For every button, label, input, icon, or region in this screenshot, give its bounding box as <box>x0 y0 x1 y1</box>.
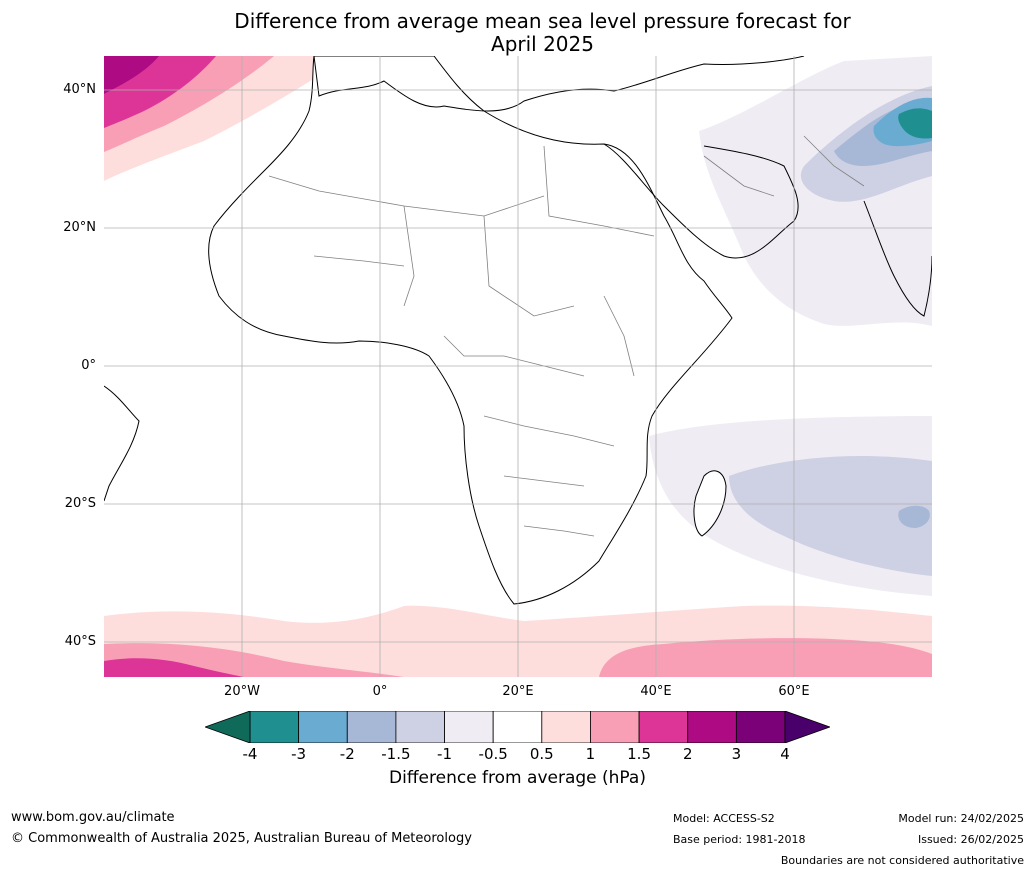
colorbar-cell <box>395 711 445 743</box>
country-borders <box>268 135 865 537</box>
colorbar-tick-label: -3 <box>291 745 307 763</box>
madagascar <box>693 470 727 537</box>
footer-disclaimer: Boundaries are not considered authoritat… <box>780 854 1024 867</box>
colorbar-cell <box>444 711 494 743</box>
arabia-coast <box>603 143 799 259</box>
gridlines <box>104 56 932 677</box>
colorbar-tick-label: 4 <box>780 745 790 763</box>
colorbar-label: Difference from average (hPa) <box>389 768 646 788</box>
lat-label-0: 0° <box>81 358 96 373</box>
s-anomaly-1.5 <box>104 658 244 677</box>
colorbar-over-arrow <box>784 711 830 743</box>
colorbar-tick-label: 1.5 <box>627 745 651 763</box>
colorbar-cell <box>590 711 640 743</box>
colorbar-cell <box>541 711 591 743</box>
footer-copyright: © Commonwealth of Australia 2025, Austra… <box>11 831 472 846</box>
footer-website[interactable]: www.bom.gov.au/climate <box>11 810 175 825</box>
lat-label-20n: 20°N <box>63 220 96 235</box>
s-anomaly-1b <box>599 638 932 677</box>
lat-label-40n: 40°N <box>63 82 96 97</box>
footer-model-run: Model run: 24/02/2025 <box>898 812 1024 825</box>
lon-label-20e: 20°E <box>502 684 534 699</box>
colorbar-cell <box>735 711 786 743</box>
europe-coast <box>313 56 805 112</box>
footer-base-period: Base period: 1981-2018 <box>673 833 806 846</box>
colorbar-tick-label: -4 <box>242 745 258 763</box>
lon-label-40e: 40°E <box>640 684 672 699</box>
se-anomaly-neg1.5 <box>898 505 930 528</box>
colorbar-tick-label: -0.5 <box>478 745 508 763</box>
lat-label-40s: 40°S <box>64 634 96 649</box>
colorbar-tick-label: 3 <box>731 745 742 763</box>
colorbar-tick-label: 1 <box>585 745 596 763</box>
india-coast <box>863 200 932 317</box>
footer-issued: Issued: 26/02/2025 <box>917 833 1024 846</box>
lat-label-20s: 20°S <box>64 496 96 511</box>
colorbar-tick-label: 0.5 <box>529 745 554 763</box>
colorbar-cell <box>298 711 348 743</box>
anomaly-map <box>104 56 932 677</box>
south-america-coast <box>104 385 140 502</box>
colorbar-tick-label: -1 <box>437 745 453 763</box>
colorbar-tick-label: -2 <box>339 745 355 763</box>
colorbar-tick-label: -1.5 <box>381 745 411 763</box>
se-anomaly-neg1 <box>729 456 932 576</box>
lon-label-60e: 60°E <box>778 684 810 699</box>
nw-anomaly-2 <box>104 56 159 94</box>
colorbar <box>205 711 830 743</box>
chart-title: Difference from average mean sea level p… <box>0 10 1035 56</box>
colorbar-cell <box>249 711 300 743</box>
colorbar-under-arrow <box>205 711 251 743</box>
footer-model: Model: ACCESS-S2 <box>673 812 775 825</box>
lon-label-0: 0° <box>372 684 388 699</box>
ne-anomaly-neg3 <box>898 108 932 139</box>
title-line-1: Difference from average mean sea level p… <box>234 9 851 33</box>
title-line-2: April 2025 <box>491 32 594 56</box>
map-panel <box>104 56 932 677</box>
colorbar-cell <box>687 711 737 743</box>
lon-label-20w: 20°W <box>224 684 260 699</box>
colorbar-cell <box>346 711 397 743</box>
colorbar-tick-label: 2 <box>682 745 693 763</box>
colorbar-cell <box>492 711 543 743</box>
colorbar-cell <box>638 711 689 743</box>
africa-continent <box>208 56 733 605</box>
